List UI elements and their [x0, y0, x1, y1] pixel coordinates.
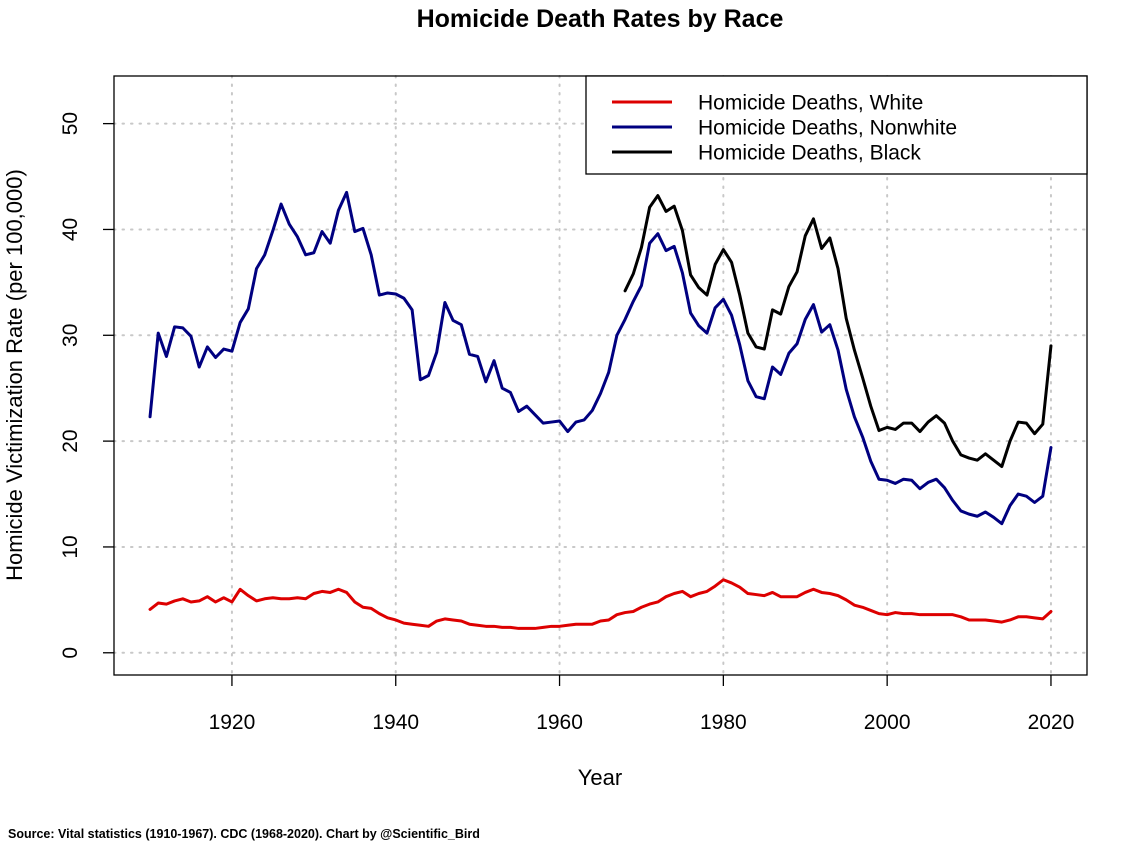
series-line-3: [623, 194, 1053, 469]
x-tick-label-1920: 1920: [209, 711, 256, 734]
series-lines: [148, 190, 1053, 630]
y-tick-label-50: 50: [59, 112, 82, 135]
y-tick-label-40: 40: [59, 218, 82, 241]
x-axis-label: Year: [578, 765, 622, 790]
chart-title: Homicide Death Rates by Race: [417, 5, 784, 33]
x-tick-label-1940: 1940: [372, 711, 419, 734]
y-axis: 0 10 20 30 40 50: [59, 112, 114, 659]
series-line-1: [148, 578, 1053, 630]
y-tick-label-0: 0: [59, 647, 82, 659]
legend-label-2: Homicide Deaths, Nonwhite: [698, 117, 957, 140]
y-tick-label-10: 10: [59, 535, 82, 558]
legend-label-3: Homicide Deaths, Black: [698, 142, 921, 165]
legend-box: [585, 75, 1088, 175]
y-tick-label-30: 30: [59, 324, 82, 347]
legend-label-1: Homicide Deaths, White: [698, 92, 923, 115]
y-axis-label: Homicide Victimization Rate (per 100,000…: [2, 169, 27, 581]
x-tick-label-1960: 1960: [536, 711, 583, 734]
x-tick-label-1980: 1980: [700, 711, 747, 734]
source-note: Source: Vital statistics (1910-1967). CD…: [8, 827, 480, 841]
series-line-2: [148, 190, 1053, 526]
x-tick-label-2020: 2020: [1028, 711, 1075, 734]
y-tick-label-20: 20: [59, 429, 82, 452]
x-axis: 1920 1940 1960 1980 2000 2020: [209, 675, 1075, 734]
x-tick-label-2000: 2000: [864, 711, 911, 734]
grid-lines: [113, 75, 1088, 676]
